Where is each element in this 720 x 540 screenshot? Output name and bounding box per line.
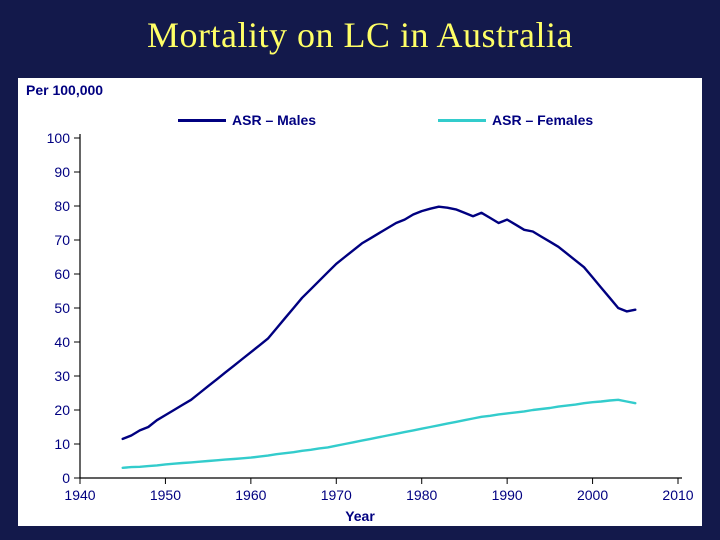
- legend-item-females: ASR – Females: [438, 112, 593, 128]
- legend-label-females: ASR – Females: [492, 112, 593, 128]
- svg-text:1970: 1970: [321, 487, 352, 503]
- svg-text:1980: 1980: [406, 487, 437, 503]
- svg-text:1950: 1950: [150, 487, 181, 503]
- legend-item-males: ASR – Males: [178, 112, 316, 128]
- legend-swatch-males: [178, 119, 226, 122]
- svg-text:50: 50: [54, 300, 70, 316]
- svg-text:90: 90: [54, 164, 70, 180]
- chart-panel: Per 100,000 ASR – Males ASR – Females 01…: [18, 78, 702, 526]
- svg-text:20: 20: [54, 402, 70, 418]
- svg-text:100: 100: [47, 130, 71, 146]
- svg-text:70: 70: [54, 232, 70, 248]
- svg-text:0: 0: [62, 470, 70, 486]
- slide-title: Mortality on LC in Australia: [0, 0, 720, 56]
- svg-text:2000: 2000: [577, 487, 608, 503]
- svg-text:1990: 1990: [492, 487, 523, 503]
- svg-text:30: 30: [54, 368, 70, 384]
- svg-text:2010: 2010: [662, 487, 693, 503]
- svg-text:10: 10: [54, 436, 70, 452]
- svg-text:1940: 1940: [64, 487, 95, 503]
- y-axis-label: Per 100,000: [26, 82, 103, 98]
- line-chart: 0 10 20 30 40 50 60 70 80 90 100 1940 1950 1960 1970 19…: [18, 78, 702, 526]
- svg-text:60: 60: [54, 266, 70, 282]
- legend-swatch-females: [438, 119, 486, 122]
- legend-label-males: ASR – Males: [232, 112, 316, 128]
- svg-text:1960: 1960: [235, 487, 266, 503]
- svg-text:40: 40: [54, 334, 70, 350]
- svg-text:80: 80: [54, 198, 70, 214]
- slide: Mortality on LC in Australia Per 100,000…: [0, 0, 720, 540]
- x-axis-label: Year: [18, 508, 702, 524]
